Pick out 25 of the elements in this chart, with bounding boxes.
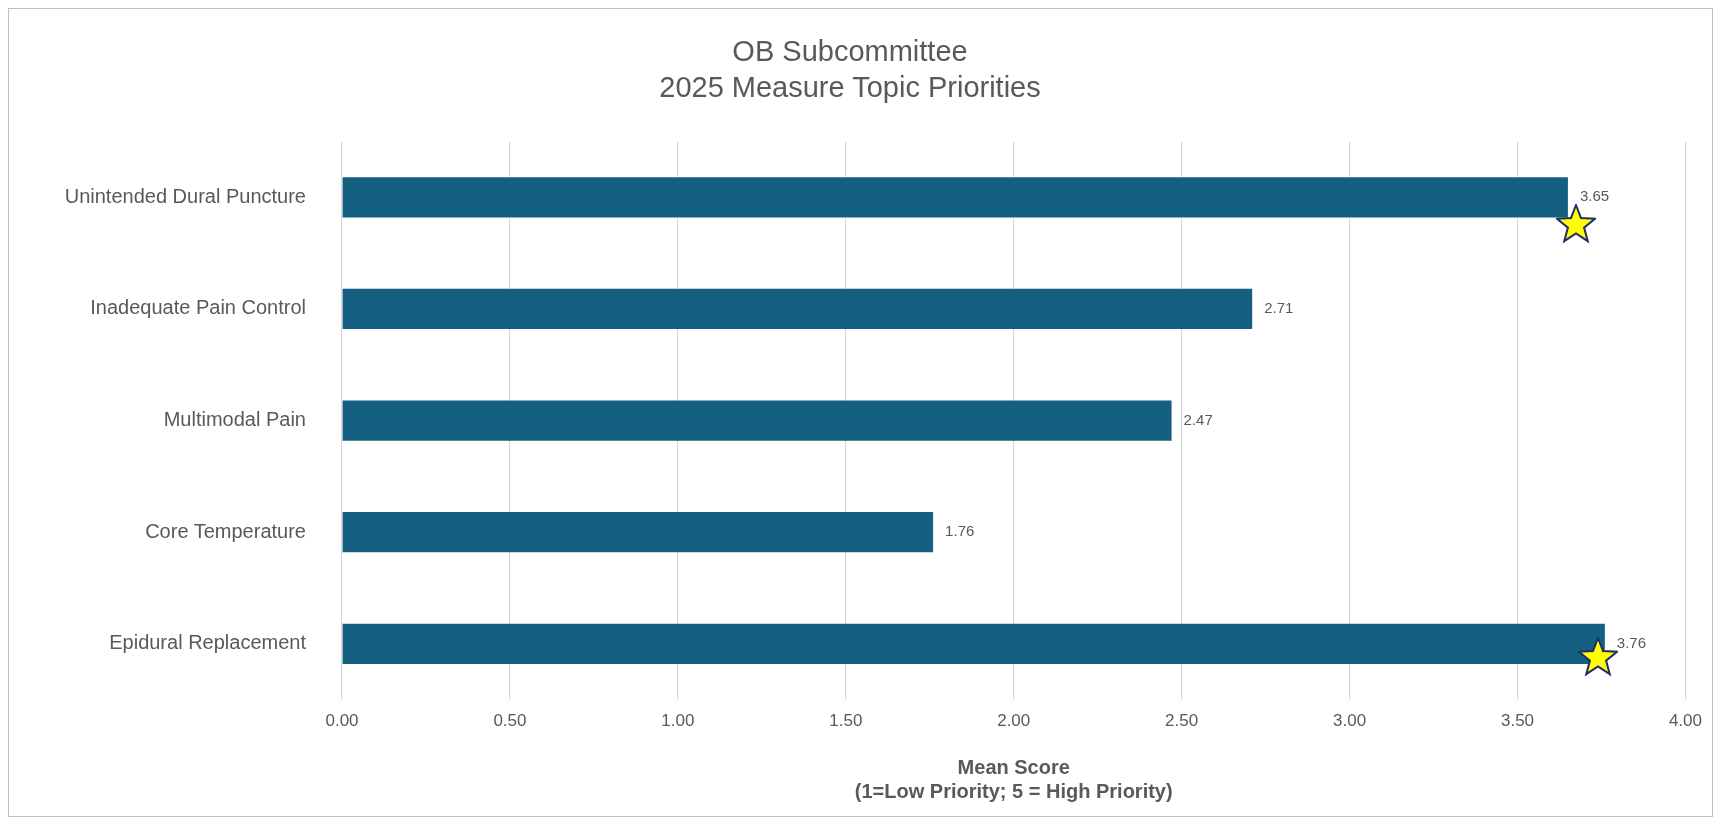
y-tick-label: Inadequate Pain Control xyxy=(90,296,306,319)
data-label: 2.47 xyxy=(1183,410,1213,428)
data-label: 2.71 xyxy=(1264,299,1294,317)
x-tick-label: 1.00 xyxy=(661,711,695,731)
bar xyxy=(342,400,1172,441)
bar xyxy=(342,288,1253,330)
chart-title: OB Subcommittee 2025 Measure Topic Priorities xyxy=(659,35,1041,104)
x-tick-label: 2.00 xyxy=(997,711,1031,731)
data-label: 1.76 xyxy=(945,522,975,540)
y-tick-label: Unintended Dural Puncture xyxy=(64,184,306,207)
x-tick-label: 0.50 xyxy=(493,711,527,731)
x-tick-label: 3.50 xyxy=(1500,711,1535,731)
x-tick-label: 2.50 xyxy=(1165,711,1199,731)
x-tick-label: 1.50 xyxy=(829,711,863,731)
x-tick-label: 0.00 xyxy=(325,711,359,731)
bar xyxy=(342,177,1568,218)
x-tick-label: 4.00 xyxy=(1668,711,1702,731)
bar xyxy=(342,512,934,553)
x-axis-title: Mean Score (1=Low Priority; 5 = High Priority) xyxy=(854,755,1173,802)
data-label: 3.76 xyxy=(1616,633,1647,651)
y-tick-label: Core Temperature xyxy=(145,519,306,542)
x-tick-label: 3.00 xyxy=(1333,711,1367,731)
y-tick-label: Multimodal Pain xyxy=(163,408,306,431)
y-tick-label: Epidural Replacement xyxy=(109,631,307,654)
data-label: 3.65 xyxy=(1579,187,1610,205)
